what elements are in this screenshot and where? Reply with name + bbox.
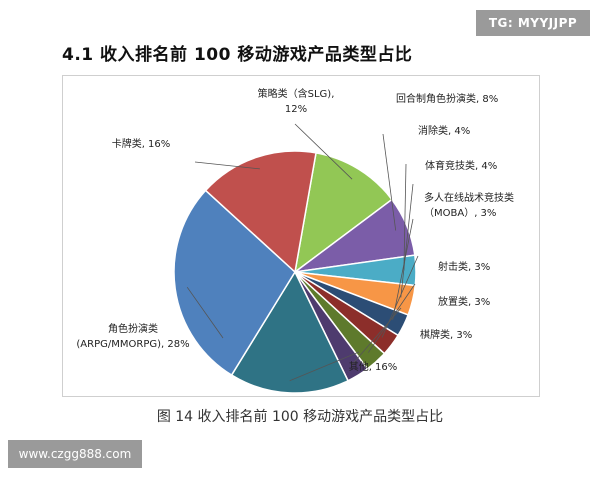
pie-labels: 策略类（含SLG), 12% 回合制角色扮演类, 8% 消除类, 4% 体育竞技类, 4… <box>76 87 514 373</box>
pie-slices <box>173 150 417 394</box>
pie-label-kapai: 卡牌类, 16% <box>112 137 171 150</box>
pie-label-qita: 其他, 16% <box>349 360 398 373</box>
leader-line-qita <box>289 351 360 382</box>
leader-line-moba <box>392 218 414 321</box>
pie-slice-jiaose <box>173 189 296 377</box>
figure-caption: 图 14 收入排名前 100 移动游戏产品类型占比 <box>156 409 444 425</box>
pie-slice-kapai <box>204 150 317 274</box>
pie-label-qipai: 棋牌类, 3% <box>420 328 472 341</box>
pie-slice-qita <box>230 270 350 394</box>
pie-label-jiaose: 角色扮演类(ARPG/MMORPG), 28% <box>76 322 189 350</box>
pie-chart: 策略类（含SLG), 12% 回合制角色扮演类, 8% 消除类, 4% 体育竞技类, 4… <box>76 87 514 394</box>
pie-label-tiyu: 体育竞技类, 4% <box>425 159 497 172</box>
leader-line-qipai <box>351 307 402 366</box>
pie-label-moba: 多人在线战术竞技类（MOBA）, 3% <box>424 191 514 219</box>
pie-leader-lines <box>186 123 419 382</box>
leader-line-celue <box>294 123 353 180</box>
chart-frame: 策略类（含SLG), 12% 回合制角色扮演类, 8% 消除类, 4% 体育竞技类, 4… <box>62 75 540 397</box>
pie-label-fangzhi: 放置类, 3% <box>438 295 490 308</box>
leader-line-tiyu <box>400 183 414 298</box>
pie-label-huihe: 回合制角色扮演类, 8% <box>396 92 498 105</box>
leader-line-kapai <box>194 161 260 170</box>
watermark-top: TG: MYYJJPP <box>476 10 590 36</box>
pie-label-sheji: 射击类, 3% <box>438 260 490 273</box>
watermark-bottom: www.czgg888.com <box>8 440 142 468</box>
pie-slice-celue <box>293 151 393 274</box>
leader-line-xiaochu <box>403 163 407 271</box>
leader-line-jiaose <box>186 286 224 339</box>
pie-label-xiaochu: 消除类, 4% <box>418 124 470 137</box>
leader-line-huihe <box>382 133 397 231</box>
page-title: 4.1 收入排名前 100 移动游戏产品类型占比 <box>62 45 413 65</box>
pie-label-celue: 策略类（含SLG), 12% <box>258 87 335 115</box>
